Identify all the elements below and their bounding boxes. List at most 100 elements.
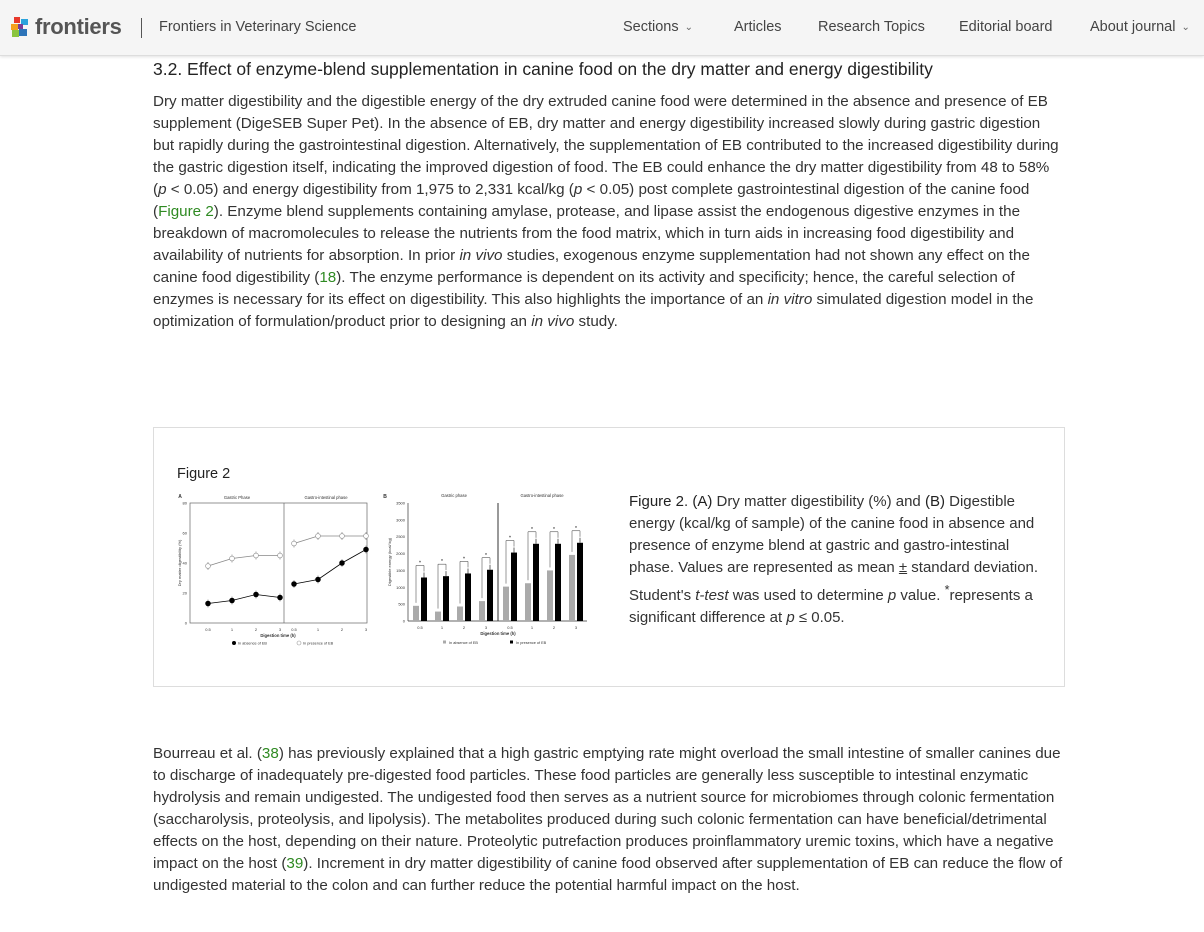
y-tick-label: 20 — [183, 591, 188, 596]
x-tick-label: 0.5 — [205, 627, 211, 632]
nav-sections[interactable]: Sections ⌄ — [623, 19, 693, 35]
legend-label: In absence of EB — [238, 642, 267, 646]
text-segment: in vivo — [531, 313, 575, 330]
nav-articles[interactable]: Articles — [734, 19, 782, 35]
paragraph-2: Bourreau et al. (38) has previously expl… — [153, 743, 1065, 897]
phase-title: Gastro-intestinal phase — [520, 493, 564, 498]
legend-label: In presence of EB — [303, 642, 334, 646]
site-header: frontiers Frontiers in Veterinary Scienc… — [0, 0, 1204, 56]
text-segment: in vivo — [459, 247, 503, 264]
panel-a-frame — [189, 502, 368, 624]
data-point — [363, 533, 369, 539]
bar-absence — [569, 554, 575, 621]
text-segment: ). Increment in dry matter digestibility… — [153, 855, 1063, 894]
nav-editorial-board[interactable]: Editorial board — [959, 19, 1053, 35]
text-segment: (A) — [692, 493, 713, 510]
y-tick-label: 40 — [183, 561, 188, 566]
y-tick-label: 2000 — [396, 551, 406, 556]
data-point — [229, 597, 235, 604]
series-line-presence — [293, 535, 366, 544]
text-segment: * — [944, 583, 950, 597]
nav-label: Editorial board — [959, 19, 1053, 35]
bar-absence — [525, 583, 531, 621]
bar-presence — [487, 569, 493, 621]
x-tick-label: 2 — [553, 625, 556, 630]
data-point — [277, 552, 283, 559]
reference-link[interactable]: Figure 2 — [158, 203, 214, 220]
y-tick-label: 80 — [183, 501, 188, 506]
phase-title: Gastric Phase — [224, 495, 251, 500]
y-tick-label: 0 — [185, 621, 188, 626]
x-tick-label: 2 — [255, 627, 258, 632]
x-tick-label: 3 — [279, 627, 282, 632]
x-tick-label: 0.5 — [507, 625, 513, 630]
nav-label: About journal — [1090, 19, 1176, 35]
bar-absence — [457, 606, 463, 621]
paragraph-2-container: Bourreau et al. (38) has previously expl… — [153, 743, 1065, 897]
data-point — [363, 546, 369, 553]
data-point — [205, 563, 211, 569]
data-point — [229, 555, 235, 562]
text-segment: Dry matter digestibility (%) and — [712, 493, 925, 510]
figure-2-image[interactable]: A Gastric Phase Gastro-intestinal phase020… — [172, 490, 602, 660]
bar-absence — [435, 611, 441, 621]
x-tick-label: 1 — [531, 625, 534, 630]
data-point — [277, 594, 283, 601]
bar-absence — [479, 601, 485, 621]
x-tick-label: 2 — [341, 627, 344, 632]
phase-title: Gastric phase — [441, 493, 468, 498]
phase-title: Gastro-intestinal phase — [304, 495, 348, 500]
series-line-presence — [207, 555, 280, 567]
x-tick-label: 0.5 — [291, 627, 297, 632]
bar-presence — [465, 573, 471, 621]
text-segment: Digestible energy (kcal/kg of sample) of… — [629, 493, 1035, 576]
x-tick-label: 3 — [575, 625, 578, 630]
data-point — [315, 533, 321, 539]
reference-link[interactable]: 18 — [319, 269, 337, 286]
logo-text: frontiers — [35, 14, 122, 39]
data-point — [339, 560, 345, 566]
y-tick-label: 60 — [183, 531, 188, 536]
paragraph-1: Dry matter digestibility and the digesti… — [153, 91, 1065, 333]
x-axis-label: Digestion time (h) — [260, 633, 296, 638]
figure-2: Figure 2 A Gastric Phase Gastro-intestinal… — [153, 427, 1065, 687]
y-tick-label: 1500 — [396, 568, 406, 573]
frontiers-logo[interactable]: frontiers — [11, 14, 122, 40]
x-tick-label: 2 — [463, 625, 466, 630]
text-segment: ) has previously explained that a high g… — [153, 745, 1061, 872]
text-segment: in vitro — [767, 291, 813, 308]
x-tick-label: 3 — [365, 627, 368, 632]
bar-presence — [577, 542, 583, 621]
text-segment: < 0.05) post complete gastrointestinal d… — [153, 181, 1030, 220]
text-segment: p — [158, 181, 167, 198]
significance-bracket — [527, 531, 537, 581]
text-segment: ≤ 0.05. — [794, 609, 845, 626]
series-line-absence — [207, 594, 281, 604]
chevron-down-icon: ⌄ — [684, 21, 694, 33]
series-line-absence — [293, 549, 367, 585]
text-segment: ). The enzyme performance is dependent o… — [153, 269, 1015, 308]
legend-label: In absence of EB — [449, 641, 478, 645]
significance-asterisk: * — [419, 561, 421, 567]
text-segment: standard deviation. Student's — [629, 559, 1039, 604]
x-axis-label: Digestion time (h) — [480, 631, 516, 636]
data-point — [291, 540, 297, 547]
data-point — [253, 552, 259, 559]
y-tick-label: 3500 — [396, 501, 406, 506]
legend-marker-absence — [443, 640, 446, 644]
journal-name[interactable]: Frontiers in Veterinary Science — [159, 19, 357, 35]
text-segment: simulated digestion model in the optimiz… — [153, 291, 1034, 330]
chevron-down-icon: ⌄ — [1181, 21, 1190, 33]
y-axis-label: Dry matter digestibility (%) — [177, 539, 182, 586]
reference-link[interactable]: 39 — [286, 855, 304, 872]
panel-a-label: A — [178, 494, 182, 500]
bar-presence — [421, 577, 427, 621]
nav-about-journal[interactable]: About journal ⌄ — [1090, 19, 1190, 35]
bar-absence — [413, 605, 419, 621]
y-axis-label: Digestible energy (kcal/ kg) — [387, 537, 392, 586]
reference-link[interactable]: 38 — [261, 745, 279, 762]
data-point — [205, 600, 211, 607]
nav-research-topics[interactable]: Research Topics — [818, 19, 925, 35]
paragraph-1-container: Dry matter digestibility and the digesti… — [153, 91, 1065, 333]
figure-caption: Figure 2. (A) Dry matter digestibility (… — [629, 491, 1049, 629]
